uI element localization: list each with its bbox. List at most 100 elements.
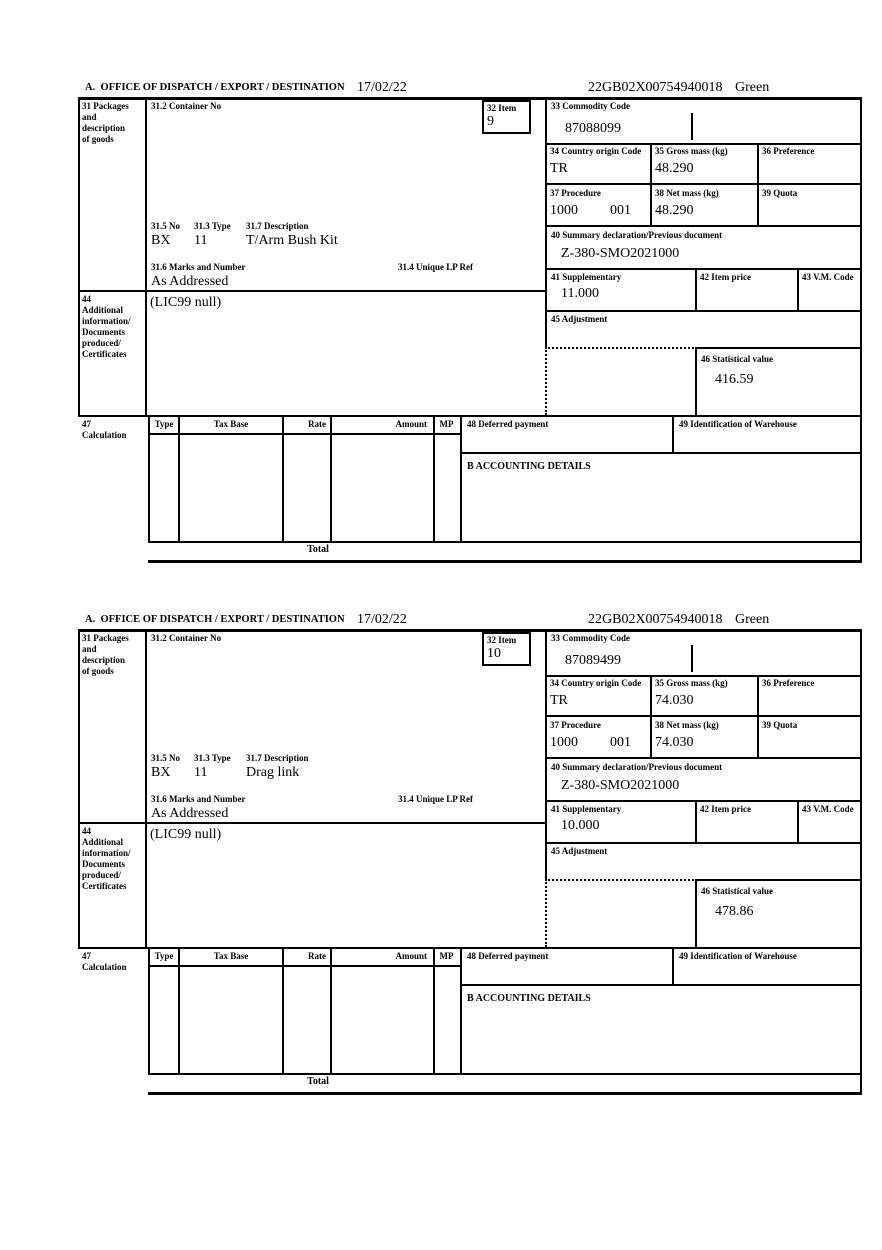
warehouse-id-label: 49 Identification of Warehouse — [679, 419, 797, 429]
routing-status: Green — [735, 80, 770, 95]
grid-line — [545, 143, 862, 145]
item-number-value: 9 — [487, 114, 494, 129]
marks-label: 31.6 Marks and Number — [151, 794, 246, 804]
previous-document-label: 40 Summary declaration/Previous document — [551, 230, 723, 240]
grid-line — [695, 879, 697, 947]
procedure-qualifier-value: 001 — [610, 203, 631, 218]
commodity-code-tick — [691, 645, 693, 672]
item-number-value: 10 — [487, 646, 501, 661]
description-value: T/Arm Bush Kit — [246, 233, 338, 248]
previous-document-label: 40 Summary declaration/Previous document — [551, 762, 723, 772]
grid-line — [545, 842, 862, 844]
calc-col-type: Type — [154, 419, 174, 429]
dotted-grid-line — [545, 347, 547, 415]
description-label: 31.7 Description — [246, 753, 309, 763]
additional-info-label: 44 Additional information/ Documents pro… — [82, 826, 131, 891]
country-origin-value: TR — [550, 161, 568, 176]
net-mass-value: 48.290 — [655, 203, 694, 218]
marks-label: 31.6 Marks and Number — [151, 262, 246, 272]
description-label: 31.7 Description — [246, 221, 309, 231]
grid-line — [148, 1092, 862, 1095]
package-type-label: 31.3 Type — [194, 221, 231, 231]
supplementary-label: 41 Supplementary — [551, 272, 622, 282]
grid-line — [78, 822, 547, 824]
calc-col-rate: Rate — [308, 951, 326, 961]
grid-line — [545, 675, 862, 677]
gross-mass-label: 35 Gross mass (kg) — [655, 146, 728, 156]
statistical-value-label: 46 Statistical value — [701, 354, 773, 364]
grid-line — [178, 415, 180, 541]
dotted-grid-line — [545, 879, 547, 947]
grid-line — [545, 183, 862, 185]
procedure-label: 37 Procedure — [550, 720, 601, 730]
net-mass-label: 38 Net mass (kg) — [655, 720, 719, 730]
commodity-code-label: 33 Commodity Code — [551, 633, 630, 643]
grid-line — [282, 415, 284, 541]
gross-mass-value: 48.290 — [655, 161, 694, 176]
unique-lp-ref-label: 31.4 Unique LP Ref — [398, 794, 474, 804]
grid-line — [545, 629, 547, 879]
grid-line — [695, 347, 697, 415]
additional-info-label: 44 Additional information/ Documents pro… — [82, 294, 131, 359]
net-mass-label: 38 Net mass (kg) — [655, 188, 719, 198]
grid-line — [78, 97, 80, 415]
grid-line — [148, 965, 460, 967]
grid-line — [757, 675, 759, 757]
deferred-payment-label: 48 Deferred payment — [467, 951, 549, 961]
grid-line — [545, 97, 547, 347]
total-label: Total — [307, 544, 329, 555]
commodity-code-label: 33 Commodity Code — [551, 101, 630, 111]
unique-lp-ref-label: 31.4 Unique LP Ref — [398, 262, 474, 272]
item-number-box: 32 Item 10 — [482, 632, 531, 666]
grid-line — [78, 629, 862, 632]
calc-col-mp: MP — [439, 951, 454, 961]
grid-line — [145, 97, 147, 415]
calculation-label: 47 Calculation — [82, 951, 127, 972]
grid-line — [145, 629, 147, 947]
previous-document-value: Z-380-SMO2021000 — [561, 778, 680, 793]
declaration-reference: 22GB02X00754940018 — [588, 612, 723, 627]
declaration-date: 17/02/22 — [357, 612, 407, 627]
grid-line — [545, 800, 862, 802]
grid-line — [460, 415, 462, 541]
grid-line — [672, 947, 674, 984]
preference-label: 36 Preference — [762, 146, 815, 156]
grid-line — [148, 433, 460, 435]
office-of-dispatch-label: A. OFFICE OF DISPATCH / EXPORT / DESTINA… — [85, 614, 345, 625]
grid-line — [757, 143, 759, 225]
grid-line — [545, 715, 862, 717]
deferred-payment-label: 48 Deferred payment — [467, 419, 549, 429]
commodity-code-value: 87088099 — [565, 121, 621, 136]
grid-line — [695, 800, 697, 842]
calc-col-mp: MP — [439, 419, 454, 429]
gross-mass-label: 35 Gross mass (kg) — [655, 678, 728, 688]
packages-label: 31 Packages and description of goods — [82, 633, 129, 676]
grid-line — [460, 947, 462, 1073]
container-no-label: 31.2 Container No — [151, 633, 222, 643]
declaration-item-section-1: A. OFFICE OF DISPATCH / EXPORT / DESTINA… — [78, 80, 862, 564]
packages-label: 31 Packages and description of goods — [82, 101, 129, 144]
grid-line — [282, 947, 284, 1073]
accounting-details-label: B ACCOUNTING DETAILS — [467, 461, 591, 472]
country-origin-label: 34 Country origin Code — [550, 146, 642, 156]
procedure-value: 1000 — [550, 203, 578, 218]
item-number-label: 32 Item — [487, 635, 517, 645]
container-no-label: 31.2 Container No — [151, 101, 222, 111]
grid-line — [545, 268, 862, 270]
grid-line — [460, 452, 862, 454]
grid-line — [860, 97, 862, 562]
dotted-grid-line — [545, 347, 697, 349]
calc-col-amount: Amount — [395, 419, 427, 429]
total-label: Total — [307, 1076, 329, 1087]
grid-line — [433, 415, 435, 541]
package-no-label: 31.5 No — [151, 221, 180, 231]
grid-line — [695, 879, 862, 881]
country-origin-value: TR — [550, 693, 568, 708]
office-of-dispatch-label: A. OFFICE OF DISPATCH / EXPORT / DESTINA… — [85, 82, 345, 93]
statistical-value: 478.86 — [715, 904, 754, 919]
grid-line — [860, 629, 862, 1094]
grid-line — [148, 415, 150, 541]
grid-line — [545, 310, 862, 312]
grid-line — [78, 97, 862, 100]
declaration-item-section-2: A. OFFICE OF DISPATCH / EXPORT / DESTINA… — [78, 612, 862, 1096]
